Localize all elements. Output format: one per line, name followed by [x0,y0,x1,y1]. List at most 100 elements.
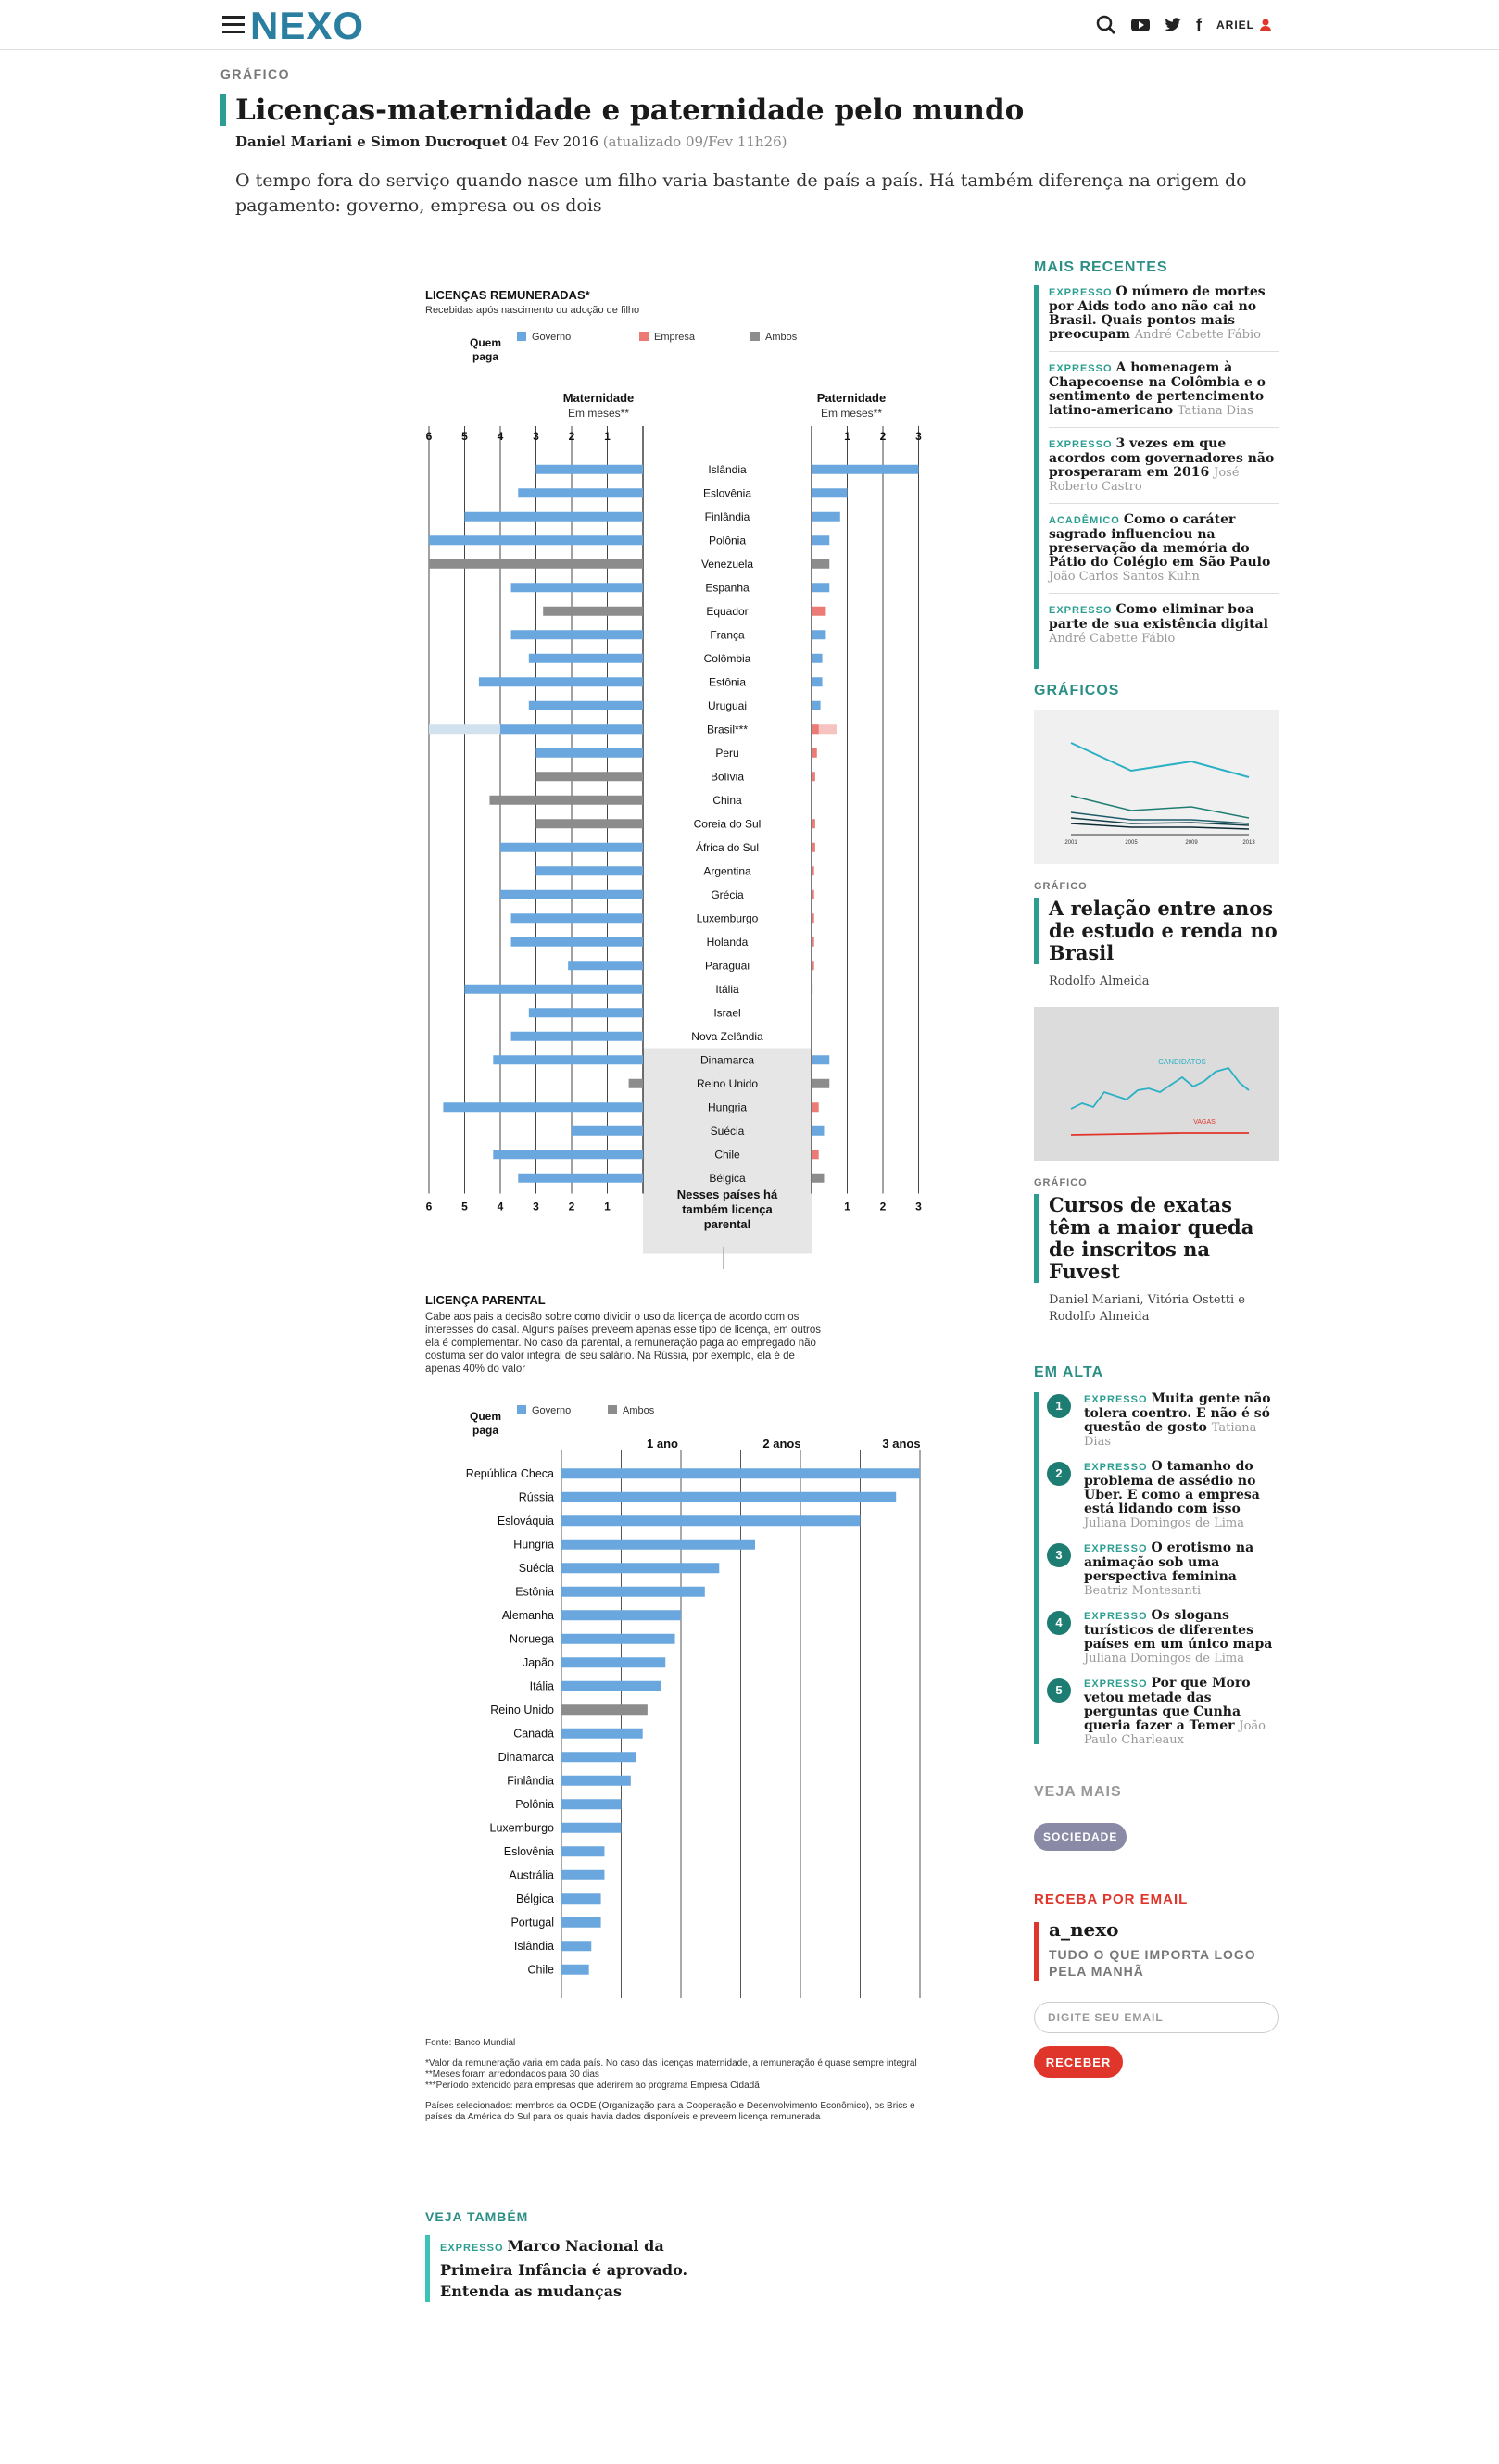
bar-parental [561,1869,605,1880]
em-alta-item[interactable]: 4 EXPRESSO Os slogans turísticos de difere… [1034,1609,1279,1666]
menu-icon[interactable] [222,16,245,36]
bar-parental [561,1846,605,1857]
chart2-country-labels: República Checa Rússia Eslováquia Hungria Su… [466,1467,554,1977]
alta-tag: EXPRESSO [1084,1394,1148,1405]
country-label: Polônia [515,1798,554,1811]
search-icon[interactable] [1096,15,1116,35]
tick-label: 6 [426,1201,433,1213]
grafico-card[interactable]: 2001 2005 2009 2013 GRÁFICO A relação en… [1034,710,1279,990]
twitter-icon[interactable] [1165,18,1181,32]
country-label: Coreia do Sul [694,817,762,830]
grafico-title[interactable]: Cursos de exatas têm a maior queda de in… [1034,1194,1279,1283]
title-accent-bar [220,94,226,126]
nexo-logo[interactable]: NEXO [250,5,417,45]
tick-label: 6 [426,430,433,443]
em-alta-item[interactable]: 2 EXPRESSO O tamanho do problema de assédi… [1034,1460,1279,1530]
tick-label: 3 [533,1201,539,1213]
bar-paternidade [812,961,814,971]
country-label: Venezuela [701,558,753,571]
country-label: Rússia [519,1490,554,1503]
country-label: Estônia [515,1585,554,1598]
facebook-icon[interactable]: f [1196,16,1202,34]
bar-maternidade [510,630,643,640]
country-label: Bélgica [516,1892,554,1905]
recent-item[interactable]: EXPRESSO Como eliminar boa parte de sua e… [1049,603,1279,655]
bar-parental [561,1491,897,1502]
country-label: Colômbia [704,652,751,665]
country-label: Noruega [510,1632,554,1645]
country-label: Finlândia [507,1774,554,1787]
recent-item[interactable]: EXPRESSO A homenagem à Chapecoense na Col… [1049,361,1279,428]
tick-label: 1 [604,430,611,443]
user-menu[interactable]: ARIEL [1216,19,1271,31]
recent-item[interactable]: EXPRESSO O número de mortes por Aids todo… [1049,285,1279,352]
bar-paternidade [812,559,830,569]
recent-item[interactable]: EXPRESSO 3 vezes em que acordos com gover… [1049,437,1279,504]
country-label: Suécia [519,1562,554,1575]
email-input[interactable] [1034,2002,1279,2033]
recent-title: O número de mortes por Aids todo ano não… [1049,284,1266,342]
recent-author: André Cabette Fábio [1049,632,1176,646]
bar-parental [561,1680,661,1691]
tick-label: 3 anos [882,1437,920,1451]
tick-label: 4 [498,430,504,443]
youtube-icon[interactable] [1131,18,1150,32]
grafico-thumbnail[interactable]: CANDIDATOS VAGAS [1034,1007,1279,1161]
tick-label: 2 [569,430,575,443]
sociedade-pill[interactable]: SOCIEDADE [1034,1823,1127,1851]
recentes-list: EXPRESSO O número de mortes por Aids todo… [1034,285,1279,669]
source-note: Fonte: Banco Mundial [425,2038,516,2048]
alta-author: João Paulo Charleaux [1084,1719,1266,1747]
grafico-title[interactable]: A relação entre anos de estudo e renda n… [1034,898,1279,964]
bar-maternidade [510,937,643,947]
thumb-tick: 2001 [1064,840,1077,846]
email-heading: RECEBA POR EMAIL [1034,1892,1189,1907]
bar-maternidade [500,889,643,899]
bar-maternidade [429,559,643,569]
country-label: Chile [714,1148,740,1161]
veja-tambem-heading: VEJA TAMBÉM [425,2209,529,2224]
bar-paternidade-extended [812,724,837,735]
legend-swatch-ambos [608,1405,617,1414]
bar-maternidade [464,511,643,522]
bar-maternidade [528,653,643,663]
legend-swatch-ambos [750,332,760,341]
grafico-author: Rodolfo Almeida [1049,974,1150,988]
bar-maternidade [528,1008,643,1018]
legend-label: Ambos [623,1405,655,1416]
grafico-thumbnail[interactable]: 2001 2005 2009 2013 [1034,710,1279,864]
tick-label: 1 ano [647,1437,678,1451]
veja-tambem-item[interactable]: EXPRESSO Marco Nacional da Primeira Infân… [425,2235,703,2302]
country-label: Portugal [510,1916,554,1929]
bar-maternidade [510,583,643,593]
recent-item[interactable]: ACADÊMICO Como o caráter sagrado influenc… [1049,513,1279,594]
alta-title: Os slogans turísticos de diferentes país… [1084,1608,1273,1652]
country-label: Nova Zelândia [691,1030,763,1043]
country-label: República Checa [466,1467,554,1480]
em-alta-item[interactable]: 5 EXPRESSO Por que Moro vetou metade das p… [1034,1677,1279,1747]
bar-parental [561,1633,675,1644]
recent-tag: EXPRESSO [1049,363,1113,374]
thumb-line [1070,823,1250,830]
chart2-ticks: 1 ano 2 anos 3 anos [647,1437,921,1451]
bar-maternidade [518,488,643,498]
em-alta-heading: EM ALTA [1034,1364,1104,1380]
tick-label: 2 [880,430,887,443]
em-alta-item[interactable]: 1 EXPRESSO Muita gente não tolera coentro.… [1034,1392,1279,1449]
country-label: Japão [523,1656,554,1669]
bar-paternidade [812,772,815,782]
thumb-line [1070,795,1250,819]
alta-author: Beatriz Montesanti [1084,1584,1202,1598]
grafico-card[interactable]: CANDIDATOS VAGAS GRÁFICO Cursos de exata… [1034,1007,1279,1326]
alta-author: Juliana Domingos de Lima [1084,1652,1244,1666]
em-alta-item[interactable]: 3 EXPRESSO O erotismo na animação sob uma … [1034,1541,1279,1598]
bar-parental [561,1610,681,1621]
country-label: Itália [715,983,739,996]
bar-maternidade [478,677,643,687]
bar-maternidade [535,866,643,876]
bar-paternidade [812,1078,830,1088]
footnote-2: ***Período extendido para empresas que a… [425,2081,760,2091]
recent-author: Tatiana Dias [1177,404,1253,418]
receber-button[interactable]: RECEBER [1034,2046,1123,2078]
recent-title: A homenagem à Chapecoense na Colômbia e … [1049,360,1266,418]
